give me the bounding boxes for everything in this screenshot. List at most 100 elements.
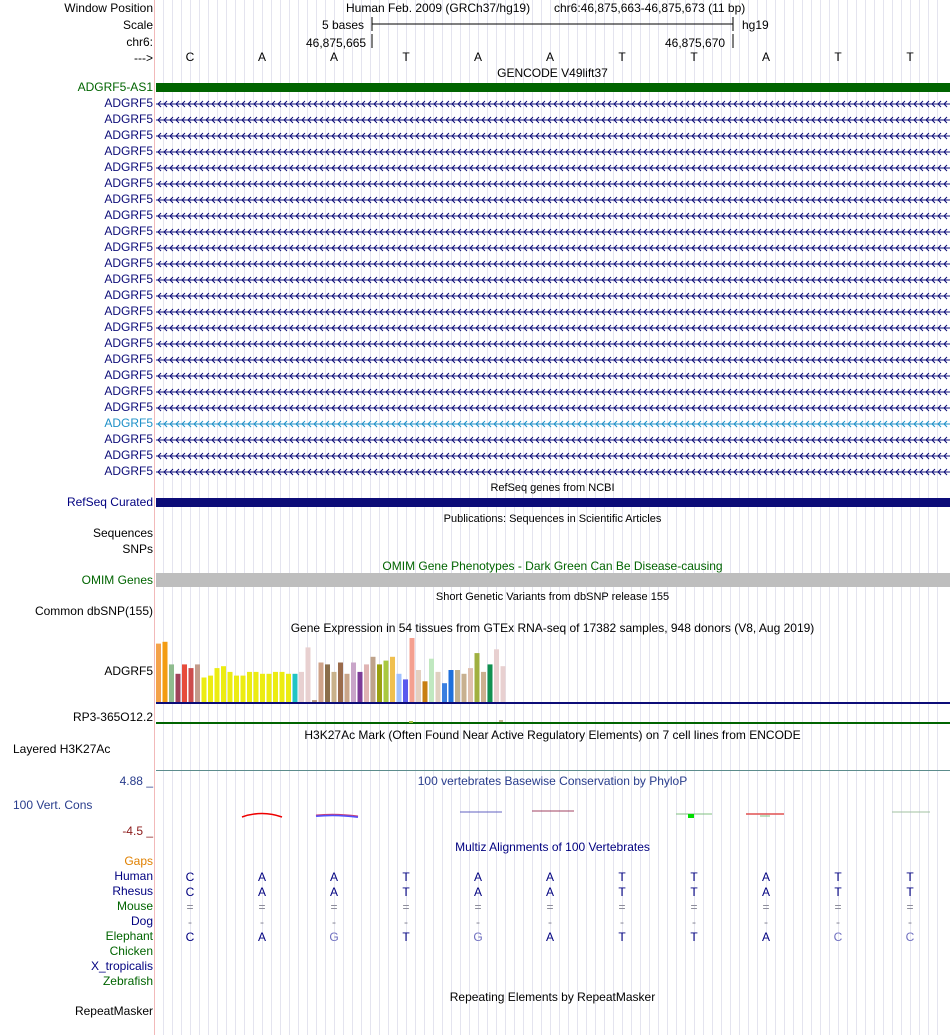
gencode-transcript-feature[interactable] [156,435,950,445]
strand-arrow [739,372,744,380]
gencode-transcript-label[interactable]: ADGRF5 [104,240,153,254]
strand-arrow [811,244,816,252]
gencode-transcript-label[interactable]: ADGRF5 [104,352,153,366]
strand-arrow [163,388,168,396]
multiz-gaps-label[interactable]: Gaps [124,854,153,868]
strand-arrow [199,356,204,364]
strand-arrow [181,116,186,124]
strand-arrow [883,132,888,140]
gencode-transcript-label[interactable]: ADGRF5 [104,208,153,222]
gencode-transcript-feature[interactable] [156,227,950,237]
strand-arrow [679,228,684,236]
gencode-transcript-feature[interactable] [156,355,950,365]
gencode-transcript-feature[interactable] [156,323,950,333]
gencode-transcript-label[interactable]: ADGRF5 [104,96,153,110]
gencode-transcript-label[interactable]: ADGRF5 [104,336,153,350]
gencode-transcript-label[interactable]: ADGRF5 [104,416,153,430]
strand-arrow [931,452,936,460]
multiz-species-label[interactable]: Zebrafish [102,974,153,988]
gencode-transcript-label[interactable]: ADGRF5 [104,432,153,446]
gencode-transcript-feature[interactable] [156,451,950,461]
gencode-transcript-feature[interactable] [156,307,950,317]
gtex-label[interactable]: ADGRF5 [104,664,153,678]
strand-arrow [313,468,318,476]
gencode-transcript-feature[interactable] [156,291,950,301]
gencode-transcript-feature[interactable] [156,131,950,141]
refseq-feature[interactable] [156,498,950,507]
gencode-transcript-feature[interactable] [156,259,950,269]
gencode-transcript-label[interactable]: ADGRF5 [104,304,153,318]
gencode-transcript-label[interactable]: ADGRF5 [104,192,153,206]
phylop-label[interactable]: 100 Vert. Cons [13,798,93,812]
gencode-transcript-feature[interactable] [156,467,950,477]
multiz-species-label[interactable]: X_tropicalis [90,959,153,973]
strand-arrow [799,100,804,108]
strand-arrow [499,244,504,252]
gencode-transcript-label[interactable]: ADGRF5 [104,320,153,334]
gencode-transcript-feature[interactable] [156,403,950,413]
strand-arrow [655,100,660,108]
h3k27ac-label[interactable]: Layered H3K27Ac [13,742,111,756]
gencode-transcript-feature[interactable] [156,163,950,173]
gencode-transcript-feature[interactable] [156,419,950,429]
gtex-label-2[interactable]: RP3-365O12.2 [72,710,153,724]
gencode-transcript-feature[interactable] [156,147,950,157]
strand-arrow [517,436,522,444]
gencode-as1-feature[interactable] [156,83,950,92]
repeatmasker-label[interactable]: RepeatMasker [74,1004,153,1018]
multiz-species-label[interactable]: Rhesus [112,884,153,898]
gencode-transcript-feature[interactable] [156,371,950,381]
gencode-transcript-label[interactable]: ADGRF5 [104,160,153,174]
gencode-transcript-label[interactable]: ADGRF5 [104,448,153,462]
gencode-transcript-feature[interactable] [156,211,950,221]
multiz-species-label[interactable]: Chicken [109,944,153,958]
gencode-transcript-feature[interactable] [156,387,950,397]
publications-label-snps[interactable]: SNPs [122,542,153,556]
strand-arrow [583,164,588,172]
grid-line [190,0,191,1035]
gencode-transcript-feature[interactable] [156,339,950,349]
gencode-transcript-label[interactable]: ADGRF5 [104,384,153,398]
strand-arrow [895,260,900,268]
base-letter: A [329,50,338,64]
multiz-species-label[interactable]: Dog [130,914,153,928]
gencode-transcript-feature[interactable] [156,243,950,253]
gencode-transcript-feature[interactable] [156,275,950,285]
multiz-species-label[interactable]: Human [114,869,153,883]
gencode-transcript-feature[interactable] [156,195,950,205]
gencode-transcript-feature[interactable] [156,179,950,189]
strand-arrow [601,116,606,124]
strand-arrow [631,468,636,476]
gtex-bar-chart[interactable] [156,636,950,726]
multiz-species-label[interactable]: Mouse [116,899,153,913]
gencode-transcript-label[interactable]: ADGRF5 [104,112,153,126]
gencode-transcript-label[interactable]: ADGRF5 [104,256,153,270]
refseq-label[interactable]: RefSeq Curated [66,495,153,509]
strand-arrow [763,308,768,316]
gencode-transcript-label[interactable]: ADGRF5 [104,272,153,286]
strand-arrow [883,116,888,124]
publications-label-sequences[interactable]: Sequences [92,526,153,540]
phylop-track[interactable] [156,800,950,830]
gencode-transcript-label[interactable]: ADGRF5 [104,368,153,382]
gencode-transcript-label[interactable]: ADGRF5 [104,288,153,302]
omim-feature[interactable] [156,573,950,587]
gencode-transcript-label[interactable]: ADGRF5 [104,128,153,142]
strand-arrow [823,196,828,204]
dbsnp-label[interactable]: Common dbSNP(155) [34,604,153,618]
strand-arrow [175,452,180,460]
gencode-transcript-feature[interactable] [156,115,950,125]
strand-arrow [727,436,732,444]
gencode-as1-label[interactable]: ADGRF5-AS1 [77,80,153,94]
strand-arrow [937,308,942,316]
strand-arrow [217,276,222,284]
gencode-transcript-label[interactable]: ADGRF5 [104,464,153,478]
gencode-transcript-label[interactable]: ADGRF5 [104,144,153,158]
omim-label[interactable]: OMIM Genes [81,573,153,587]
gencode-transcript-label[interactable]: ADGRF5 [104,176,153,190]
gencode-transcript-label[interactable]: ADGRF5 [104,400,153,414]
gencode-transcript-label[interactable]: ADGRF5 [104,224,153,238]
strand-arrow [697,356,702,364]
gencode-transcript-feature[interactable] [156,99,950,109]
multiz-species-label[interactable]: Elephant [105,929,153,943]
